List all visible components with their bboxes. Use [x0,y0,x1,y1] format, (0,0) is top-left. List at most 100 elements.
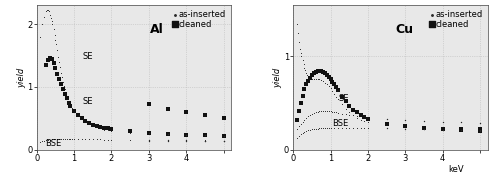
Point [353,127,361,130]
Point [74,114,82,117]
Point [297,132,305,135]
Point [299,132,307,134]
Point [297,123,305,126]
Point [476,130,484,132]
Point [51,138,59,140]
Point [327,77,335,80]
Point [306,129,314,132]
Point [59,138,67,140]
Point [89,123,97,126]
Point [332,95,340,98]
Point [63,97,71,100]
Point [420,119,428,122]
Point [364,120,372,123]
Point [220,140,227,143]
Y-axis label: yield: yield [273,67,282,88]
Point [164,133,171,135]
Point [314,70,321,73]
Point [476,121,484,124]
Point [383,127,391,130]
Point [52,43,60,46]
Point [97,127,104,130]
Point [342,107,349,110]
Point [57,138,65,140]
Point [68,138,76,140]
Point [401,118,409,121]
Point [304,129,312,132]
Point [60,84,68,87]
Point [49,62,57,64]
Point [81,120,89,123]
Point [353,111,361,114]
Point [314,128,321,130]
Point [308,128,316,130]
Text: keV: keV [448,165,464,174]
Point [420,128,428,130]
Point [458,129,466,132]
Point [353,115,361,117]
Point [303,74,311,77]
Point [302,83,310,86]
Point [182,139,190,142]
Point [383,122,391,125]
Point [220,135,227,137]
Point [220,135,227,137]
Point [296,48,304,50]
Point [40,15,48,18]
Point [42,64,50,66]
Point [360,119,368,122]
Point [76,116,84,118]
Point [321,127,329,130]
Point [458,120,466,123]
Point [72,112,80,115]
Point [300,88,308,90]
Point [295,109,303,112]
Point [302,72,310,75]
Point [145,139,153,142]
Point [182,139,190,142]
Point [439,129,446,132]
Point [310,77,318,80]
Point [458,129,466,132]
Point [458,129,466,132]
Point [334,98,342,101]
Point [74,138,82,140]
Point [297,102,305,104]
Point [48,19,56,22]
Point [360,127,368,130]
Point [323,83,331,86]
Point [201,135,209,137]
Point [318,78,325,81]
Point [51,34,59,37]
Point [349,108,357,111]
Point [308,113,316,116]
Point [360,116,368,118]
Point [308,77,316,80]
Point [97,138,104,140]
Point [357,114,365,117]
Point [420,128,428,130]
Point [47,16,55,19]
Point [319,110,327,113]
Point [108,128,116,130]
Point [104,129,112,132]
Point [476,128,484,130]
Point [78,117,86,120]
Point [85,122,93,125]
Point [164,139,171,142]
Point [53,49,61,52]
Point [89,138,97,140]
Point [318,70,325,73]
Point [46,13,54,16]
Point [319,79,327,82]
Point [67,104,74,107]
Point [220,135,227,137]
Point [319,71,327,74]
Text: BSE: BSE [333,119,349,128]
Point [338,113,346,116]
Point [63,95,71,98]
Point [57,72,65,74]
Point [104,138,112,141]
Point [68,107,76,110]
Point [53,73,61,76]
